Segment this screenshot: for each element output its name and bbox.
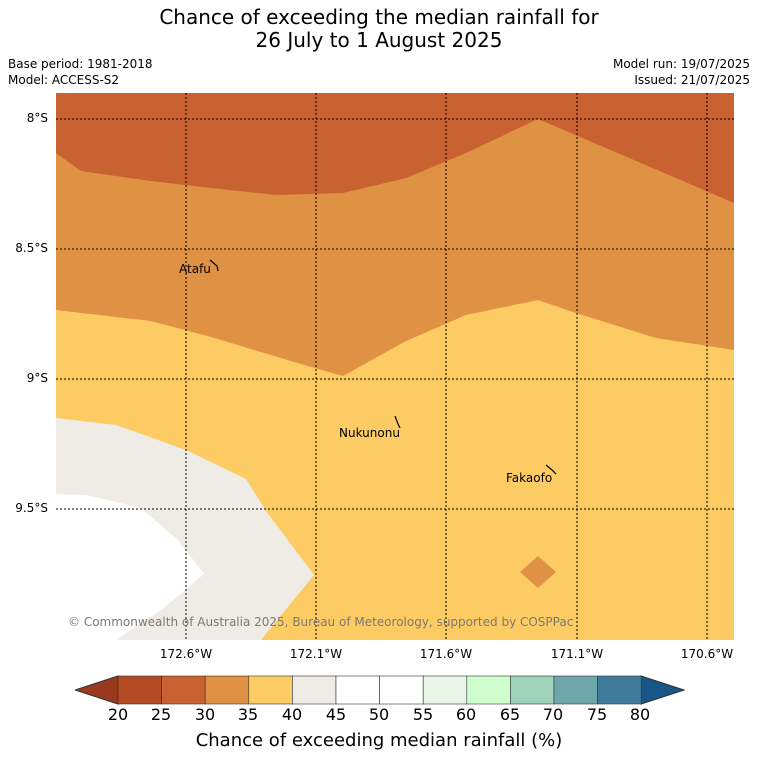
lat-label-9s: 9°S — [26, 371, 48, 385]
colorbar-tick-30: 30 — [194, 705, 216, 724]
colorbar-cell — [117, 675, 162, 705]
colorbar-tick-25: 25 — [150, 705, 172, 724]
band-30-35-patch — [520, 556, 556, 588]
colorbar-cell — [422, 675, 468, 705]
band-25-30 — [56, 93, 734, 203]
issued-text: Issued: 21/07/2025 — [634, 73, 750, 87]
colorbar-cell — [204, 675, 250, 705]
atafu-label: Atafu — [179, 262, 211, 276]
colorbar-tick-50: 50 — [368, 705, 390, 724]
colorbar-label: Chance of exceeding median rainfall (%) — [195, 730, 563, 751]
nukunonu-label: Nukunonu — [339, 426, 400, 440]
colorbar-tick-45: 45 — [325, 705, 347, 724]
model-run-text: Model run: 19/07/2025 — [612, 57, 750, 71]
model-text: Model: ACCESS-S2 — [8, 73, 120, 87]
colorbar-cell — [161, 675, 206, 705]
colorbar-tick-70: 70 — [542, 705, 564, 724]
colorbar-cell — [248, 675, 293, 705]
base-period-text: Base period: 1981-2018 — [8, 57, 153, 71]
nukunonu-island — [394, 415, 401, 429]
colorbar-cell — [466, 675, 511, 705]
lat-label-8-5s: 8.5°S — [15, 241, 48, 255]
lon-label-171-6w: 171.6°W — [419, 647, 473, 661]
colorbar-tick-55: 55 — [412, 705, 434, 724]
colorbar-tick-60: 60 — [455, 705, 477, 724]
fakaofo-label: Fakaofo — [506, 471, 552, 485]
copyright-text: © Commonwealth of Australia 2025, Bureau… — [68, 615, 573, 629]
lon-label-172-6w: 172.6°W — [159, 647, 213, 661]
lat-label-8s: 8°S — [26, 111, 48, 125]
graticule — [56, 93, 734, 640]
chart-title-line1: Chance of exceeding the median rainfall … — [159, 5, 599, 29]
band-45-50 — [56, 494, 204, 640]
lon-label-170-6w: 170.6°W — [680, 647, 734, 661]
colorbar-cell — [553, 675, 598, 705]
colorbar-cell — [510, 675, 555, 705]
colorbar-over-arrow — [640, 675, 685, 705]
fakaofo-island — [545, 464, 557, 475]
lon-label-171-1w: 171.1°W — [550, 647, 604, 661]
colorbar-tick-80: 80 — [629, 705, 651, 724]
rainfall-map: Atafu Nukunonu Fakaofo © Commonwealth of… — [56, 93, 734, 640]
colorbar-cell — [292, 675, 337, 705]
colorbar-tick-65: 65 — [499, 705, 521, 724]
lon-label-172-1w: 172.1°W — [289, 647, 343, 661]
colorbar-tick-35: 35 — [237, 705, 259, 724]
chart-title-line2: 26 July to 1 August 2025 — [255, 28, 503, 52]
atafu-island — [209, 259, 219, 272]
colorbar-tick-40: 40 — [281, 705, 303, 724]
colorbar-under-arrow — [75, 675, 119, 705]
colorbar-cell — [379, 675, 424, 705]
colorbar-tick-75: 75 — [586, 705, 608, 724]
colorbar-tick-20: 20 — [107, 705, 129, 724]
rainfall-map-svg: Atafu Nukunonu Fakaofo © Commonwealth of… — [56, 93, 734, 640]
lat-label-9-5s: 9.5°S — [15, 501, 48, 515]
colorbar-cell — [597, 675, 642, 705]
colorbar — [75, 675, 685, 705]
colorbar-cell — [335, 675, 380, 705]
